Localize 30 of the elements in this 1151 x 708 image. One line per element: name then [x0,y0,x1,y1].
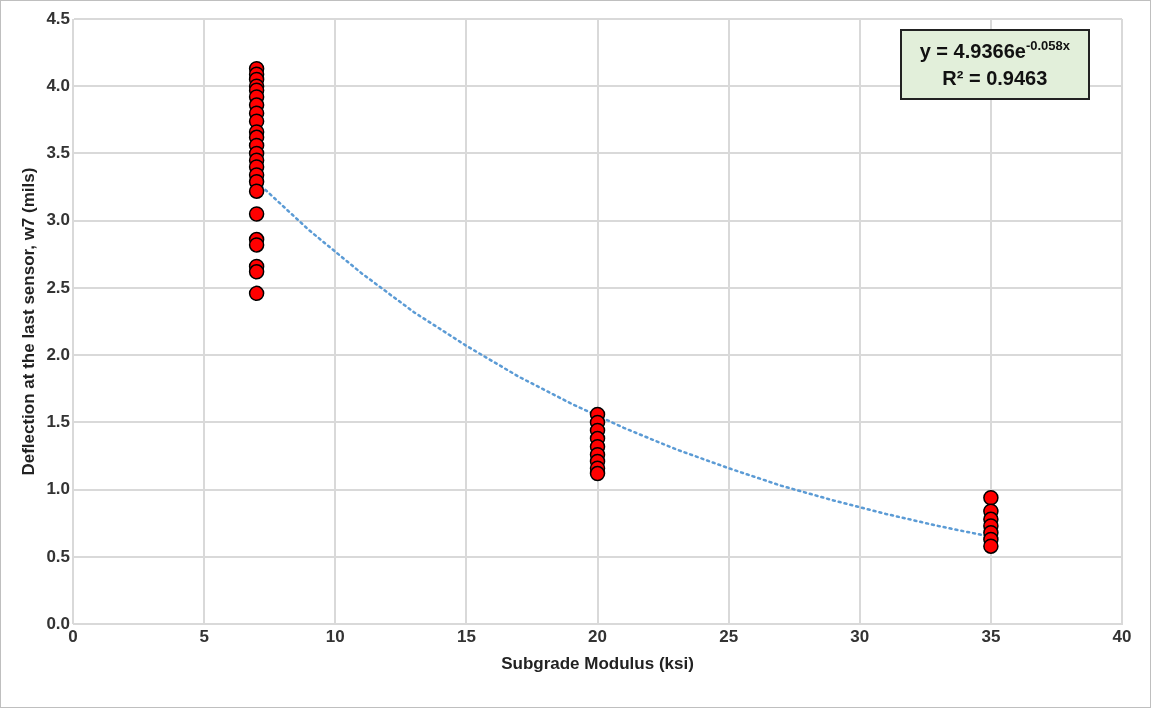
y-tick-label: 4.5 [46,8,71,28]
point [983,490,999,506]
point [983,538,999,554]
x-tick-label: 20 [588,627,607,647]
x-tick-label: 0 [68,627,78,647]
point [248,183,265,199]
x-tick-label: 15 [456,627,476,647]
x-tick-label: 35 [981,627,1001,647]
y-tick-label: 4.0 [46,75,71,95]
point [248,285,265,302]
y-tick-label: 1.0 [46,479,71,499]
point [248,237,265,253]
y-tick-label: 3.0 [46,210,71,230]
annotation: y = 4.9366e$^{-0.058x}$ [919,37,1070,64]
y-tick-label: 2.0 [46,344,71,364]
point [248,206,265,222]
x-tick-label: 5 [199,627,209,647]
x-axis-title: Subgrade Modulus (ksi) [501,654,694,674]
x-tick-label: 10 [325,627,345,647]
x-tick-label: 30 [850,627,870,647]
point [589,465,606,482]
point [248,264,265,280]
x-tick-label: 25 [719,627,739,647]
x-tick-label: 40 [1112,627,1132,647]
y-tick-label: 3.5 [46,143,71,163]
y-tick-label: 1.5 [46,412,71,432]
y-tick-label: 0.5 [46,546,71,566]
y-axis-title: Deflection at the last sensor, w7 (mils) [18,167,38,476]
annotation: R² = 0.9463 [941,65,1049,91]
y-tick-label: 2.5 [46,277,71,297]
